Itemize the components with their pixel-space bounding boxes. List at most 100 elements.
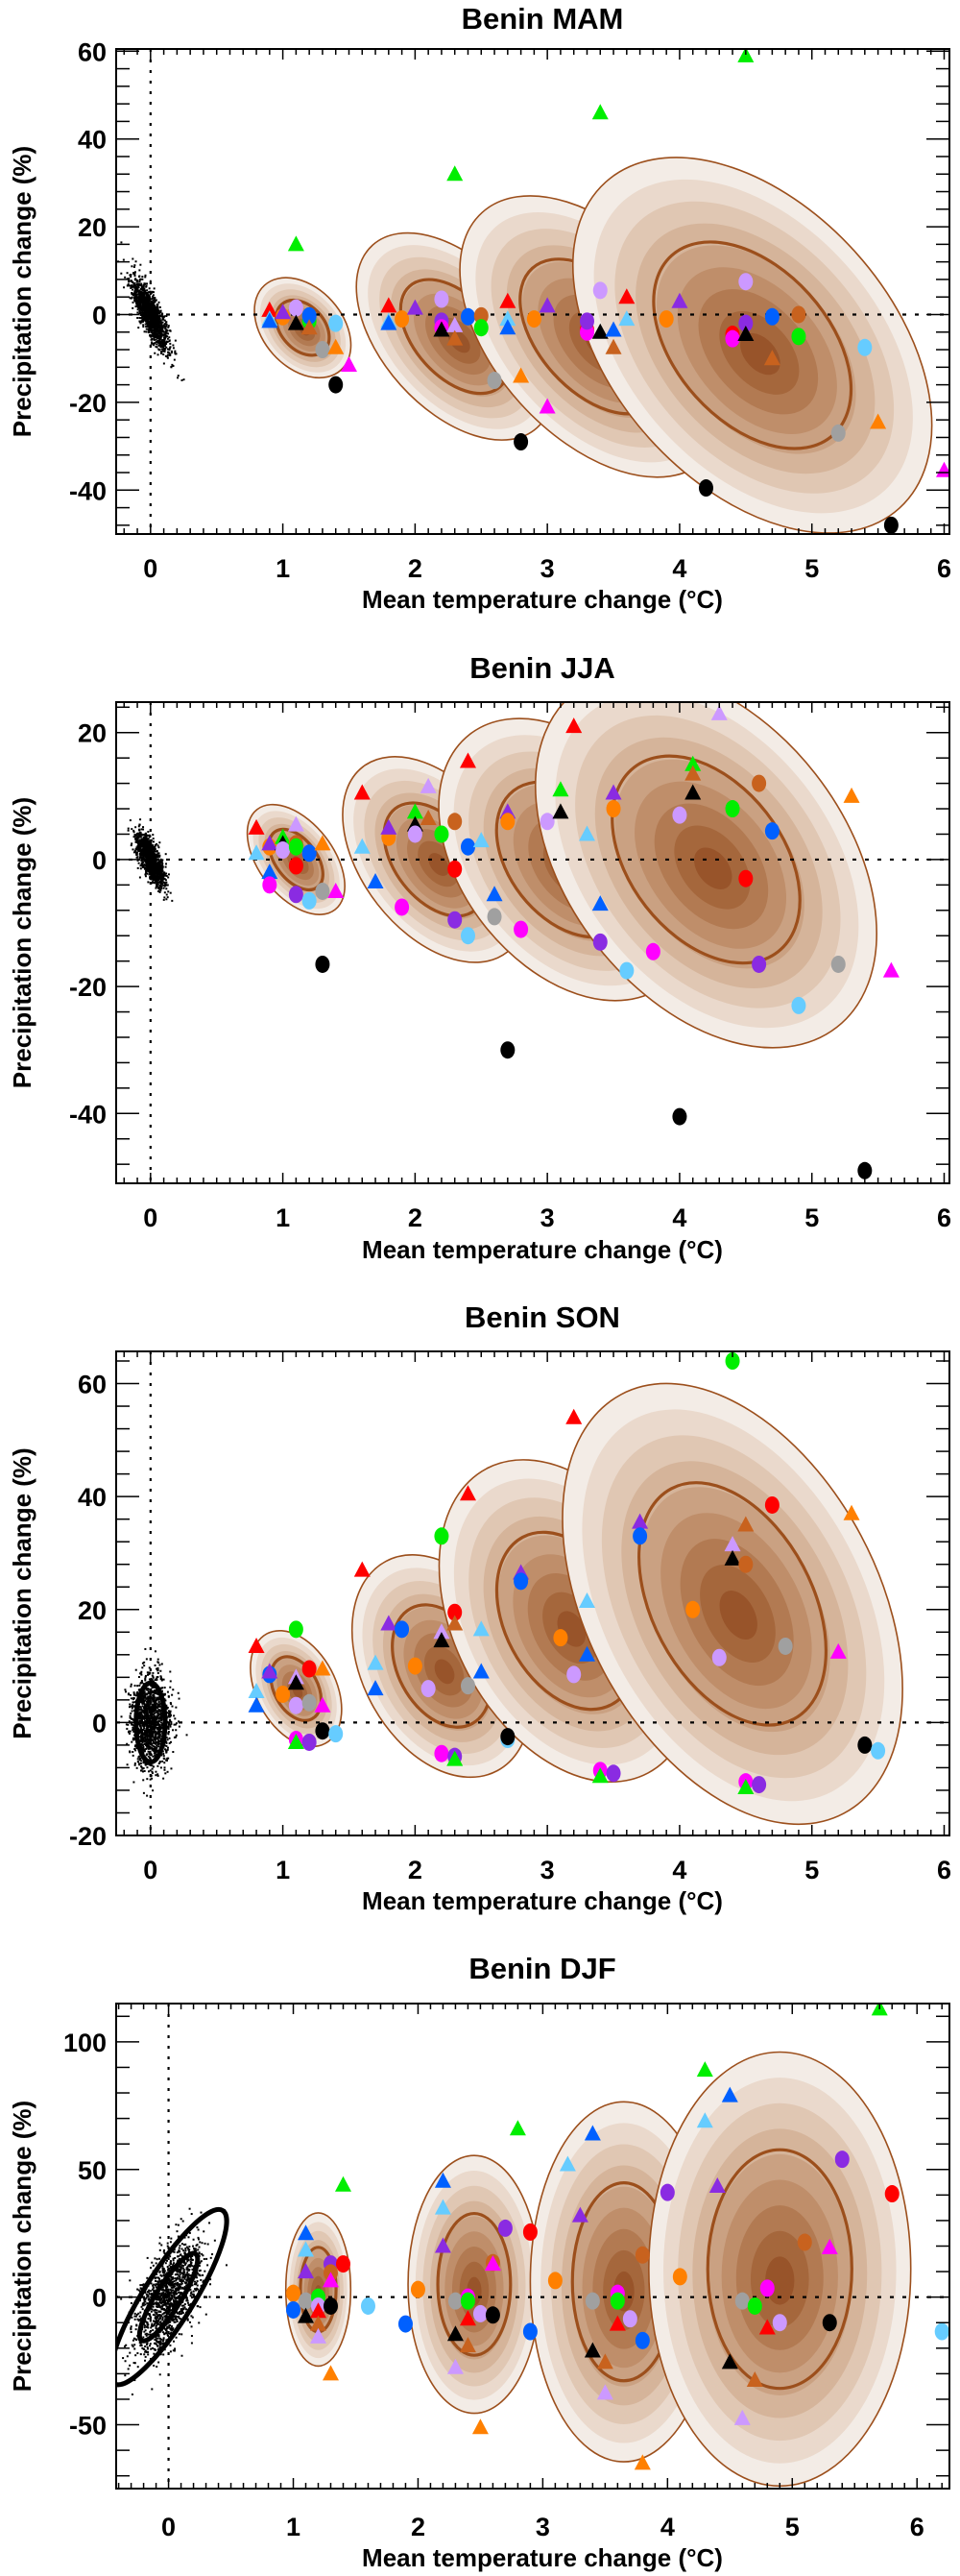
noise-point <box>132 257 134 260</box>
noise-point <box>168 1737 171 1739</box>
noise-point <box>145 1704 148 1707</box>
noise-point <box>143 316 146 319</box>
noise-point <box>149 1706 152 1709</box>
noise-point <box>165 1708 168 1711</box>
noise-point <box>147 1690 150 1693</box>
noise-point <box>160 875 163 878</box>
noise-point <box>151 848 154 851</box>
noise-point <box>152 1710 155 1713</box>
model-point-triangle <box>578 1645 595 1662</box>
noise-point <box>147 1703 150 1706</box>
noise-point <box>155 1705 157 1708</box>
noise-point <box>138 843 141 846</box>
noise-point <box>147 1770 150 1773</box>
noise-point <box>152 294 155 297</box>
noise-point <box>128 1732 131 1735</box>
noise-point <box>151 1772 154 1775</box>
noise-point <box>142 1729 145 1732</box>
noise-point <box>154 314 156 317</box>
noise-point <box>155 341 157 344</box>
noise-point <box>138 1759 141 1762</box>
model-point-triangle <box>406 803 423 819</box>
noise-point <box>136 859 139 862</box>
model-point-triangle <box>724 1549 741 1566</box>
noise-point <box>135 1747 138 1750</box>
noise-point <box>153 310 156 313</box>
noise-point <box>139 305 142 308</box>
noise-point <box>130 1683 132 1686</box>
noise-point <box>158 855 161 858</box>
noise-point <box>157 311 160 314</box>
y-tick-label: 40 <box>78 126 107 155</box>
noise-point <box>166 355 169 358</box>
noise-point <box>152 327 155 329</box>
model-point-triangle <box>684 765 702 781</box>
model-point-triangle <box>486 886 503 902</box>
noise-point <box>152 1713 155 1716</box>
noise-point <box>157 1720 160 1723</box>
noise-point <box>147 320 150 323</box>
noise-point <box>165 872 168 875</box>
noise-point <box>167 890 170 893</box>
noise-point <box>161 321 164 324</box>
noise-point <box>143 1750 146 1753</box>
noise-point <box>151 1764 154 1767</box>
noise-point <box>154 1742 156 1745</box>
noise-point <box>139 1682 142 1685</box>
noise-point <box>150 302 153 304</box>
noise-point <box>153 306 156 309</box>
noise-point <box>177 1691 180 1694</box>
inner-contour <box>637 1481 828 1727</box>
noise-point <box>162 1755 165 1758</box>
noise-point <box>135 1692 138 1695</box>
noise-point <box>180 379 183 382</box>
noise-point <box>155 886 157 888</box>
noise-point <box>165 1737 168 1739</box>
noise-point <box>162 333 165 336</box>
x-tick-label: 0 <box>143 1203 157 1232</box>
noise-point <box>165 1705 168 1708</box>
noise-point <box>157 1713 160 1715</box>
noise-point <box>163 351 166 353</box>
noise-point <box>156 1717 158 1720</box>
model-point-triangle <box>446 1750 464 1766</box>
noise-point <box>156 305 159 308</box>
noise-point <box>159 871 162 874</box>
noise-point <box>154 1730 156 1733</box>
noise-point <box>156 880 158 883</box>
noise-point <box>144 276 147 279</box>
model-point-triangle <box>737 326 755 342</box>
noise-point <box>138 1689 141 1691</box>
noise-point <box>120 241 123 244</box>
noise-point <box>141 1770 144 1773</box>
noise-point <box>136 842 139 845</box>
noise-point <box>159 346 162 349</box>
noise-point <box>154 328 156 330</box>
noise-point <box>165 324 168 327</box>
noise-point <box>143 1761 146 1763</box>
noise-point <box>132 282 135 285</box>
noise-point <box>142 1745 145 1748</box>
noise-point <box>141 1716 144 1719</box>
model-point-circle <box>857 338 873 356</box>
noise-point <box>165 341 168 344</box>
noise-point <box>154 336 156 339</box>
model-point-triangle <box>380 314 397 330</box>
noise-point <box>159 321 162 324</box>
noise-point <box>140 284 143 287</box>
model-point-circle <box>288 1620 303 1639</box>
noise-point <box>161 867 164 870</box>
noise-point <box>151 1686 154 1689</box>
model-point-circle <box>447 1603 463 1621</box>
noise-point <box>137 1732 140 1735</box>
noise-point <box>159 1714 162 1717</box>
noise-point <box>134 1749 137 1752</box>
noise-point <box>156 325 159 328</box>
noise-point <box>137 862 140 864</box>
noise-point <box>142 841 145 844</box>
noise-point <box>151 860 154 863</box>
noise-point <box>171 363 174 366</box>
model-point-triangle <box>578 825 595 841</box>
model-point-circle <box>328 1725 344 1743</box>
